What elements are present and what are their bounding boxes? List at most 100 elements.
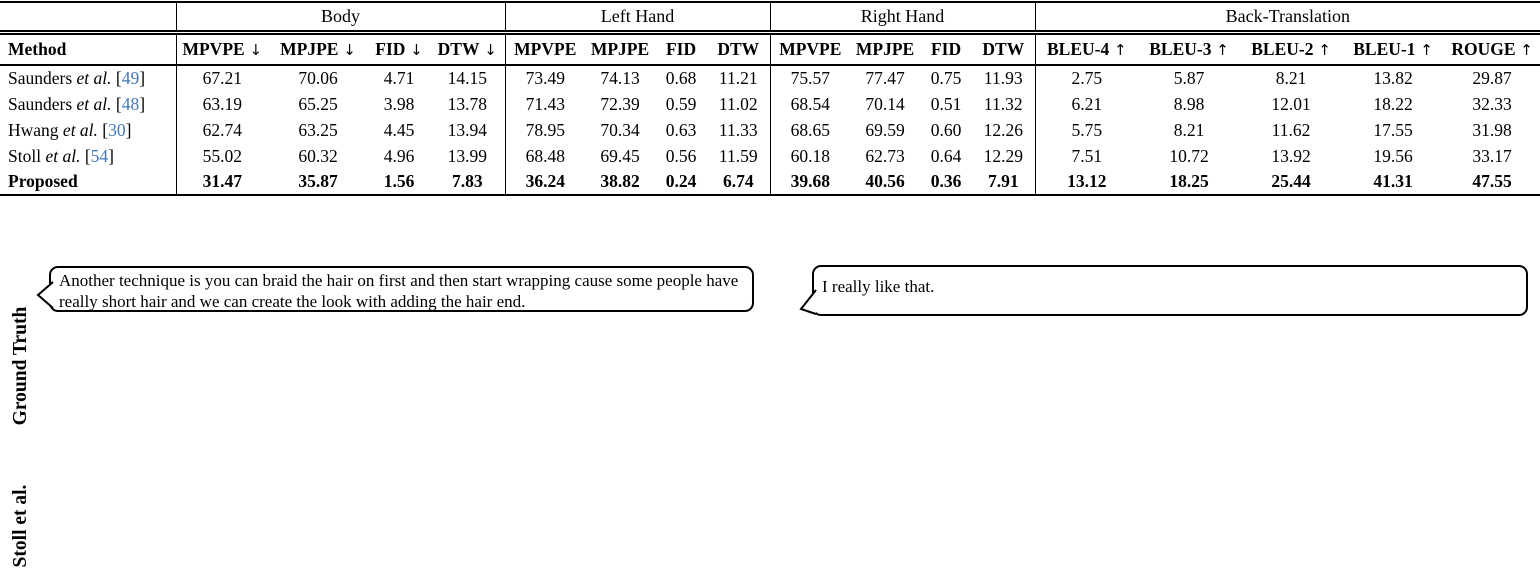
metric-value: 3.98 (383, 93, 415, 114)
metric-value: 78.95 (525, 119, 565, 140)
metric-value: 19.56 (1373, 145, 1413, 166)
up-arrow-icon: ↑ (1109, 40, 1127, 59)
metric-value: 11.21 (707, 65, 771, 91)
metric-value: 0.68 (665, 68, 697, 88)
metric-value: 33.17 (1472, 145, 1512, 166)
column-header: FID (920, 32, 973, 66)
metric-value: 36.24 (505, 169, 586, 196)
metric-value: 5.75 (1071, 119, 1103, 140)
et-al-text: et al. (58, 119, 98, 140)
metric-value: 18.25 (1138, 169, 1241, 196)
metric-value: 0.56 (665, 145, 697, 166)
metric-value: 0.63 (665, 119, 697, 140)
metric-value: 70.14 (865, 93, 905, 114)
column-header: FID ↓ (368, 32, 430, 66)
metric-value: 47.55 (1444, 169, 1540, 196)
metric-value: 4.71 (383, 68, 415, 88)
metric-value: 29.87 (1472, 68, 1512, 88)
metric-value: 13.12 (1035, 169, 1139, 196)
column-header: MPVPE ↓ (176, 32, 268, 66)
metric-value: 13.92 (1271, 145, 1311, 166)
up-arrow-icon: ↑ (1415, 40, 1433, 59)
metric-value: 55.02 (202, 145, 242, 166)
column-header: FID (655, 32, 708, 66)
metric-value: 7.91 (972, 169, 1036, 196)
metric-value: 13.99 (430, 143, 506, 169)
metric-value: 69.59 (865, 119, 905, 140)
metric-value: 11.59 (707, 143, 771, 169)
metric-value: 70.34 (600, 119, 640, 140)
metric-value: 2.75 (1071, 68, 1103, 88)
metric-value: 63.19 (202, 93, 242, 114)
metric-value: 8.21 (1275, 68, 1307, 88)
metric-value: 11.62 (1271, 119, 1311, 140)
metric-value: 32.33 (1472, 93, 1512, 114)
metric-value: 6.74 (707, 169, 771, 196)
metric-value: 68.48 (525, 145, 565, 166)
citation-link[interactable]: 48 (121, 93, 140, 114)
group-header: Back-Translation (1035, 1, 1540, 35)
metric-value: 77.47 (865, 68, 905, 88)
metric-value: 0.75 (930, 68, 962, 88)
et-al-text: et al. (72, 68, 112, 88)
metric-value: 0.51 (930, 93, 962, 114)
group-header: Body (176, 1, 506, 35)
metric-value: 31.98 (1472, 119, 1512, 140)
metric-value: 39.68 (770, 169, 851, 196)
metric-value: 14.15 (430, 65, 506, 91)
metric-value: 4.45 (383, 119, 415, 140)
metric-value: 0.36 (920, 169, 973, 196)
group-header: Right Hand (770, 1, 1036, 35)
method-name: Saunders et al. [48] (0, 91, 177, 117)
metric-value: 69.45 (600, 145, 640, 166)
et-al-text: et al. (72, 93, 112, 114)
metric-value: 73.49 (525, 68, 565, 88)
metric-value: 7.83 (430, 169, 506, 196)
table-row: Saunders et al. [49] 67.21 70.06 4.71 14.15 7… (0, 65, 1540, 91)
down-arrow-icon: ↓ (479, 40, 497, 59)
row-label-stoll-et-al: Stoll et al. (10, 484, 31, 568)
method-name: Hwang et al. [30] (0, 117, 177, 143)
citation-link[interactable]: 49 (121, 68, 140, 88)
group-header-spacer (0, 1, 177, 35)
metric-value: 41.31 (1342, 169, 1445, 196)
table-row: Hwang et al. [30] 62.74 63.25 4.45 13.94 78.9… (0, 117, 1540, 143)
metric-value: 4.96 (383, 145, 415, 166)
metric-value: 75.57 (790, 68, 830, 88)
metric-value: 70.06 (298, 68, 338, 88)
metric-value: 13.94 (430, 117, 506, 143)
metric-value: 11.02 (707, 91, 771, 117)
metric-value: 31.47 (176, 169, 268, 196)
speech-bubble-stoll: I really like that. (799, 265, 1528, 316)
metric-value: 6.21 (1071, 93, 1103, 114)
method-name: Stoll et al. [54] (0, 143, 177, 169)
metric-value: 12.01 (1271, 93, 1311, 114)
metric-value: 0.24 (655, 169, 708, 196)
metric-value: 8.21 (1173, 119, 1205, 140)
metric-value: 0.59 (665, 93, 697, 114)
metric-value: 11.33 (707, 117, 771, 143)
table-row: Stoll et al. [54] 55.02 60.32 4.96 13.99 68.4… (0, 143, 1540, 169)
down-arrow-icon: ↓ (405, 40, 423, 59)
metric-value: 18.22 (1373, 93, 1413, 114)
speech-bubble-ground-truth: Another technique is you can braid the h… (36, 266, 754, 312)
down-arrow-icon: ↓ (338, 40, 356, 59)
column-header: BLEU-4 ↑ (1035, 32, 1139, 66)
citation-link[interactable]: 30 (108, 119, 126, 140)
column-header: MPVPE (505, 32, 586, 66)
results-table: Body Left Hand Right Hand Back-Translation … (0, 1, 1540, 196)
metric-value: 1.56 (368, 169, 430, 196)
metric-value: 0.64 (930, 145, 962, 166)
metric-value: 11.32 (972, 91, 1036, 117)
metric-value: 74.13 (600, 68, 640, 88)
metric-value: 60.32 (298, 145, 338, 166)
metric-value: 12.29 (972, 143, 1036, 169)
method-name: Saunders et al. [49] (0, 65, 177, 91)
metric-value: 62.74 (202, 119, 242, 140)
down-arrow-icon: ↓ (244, 40, 263, 59)
column-header-row: Method MPVPE ↓ MPJPE ↓ FID ↓ DTW ↓ MPVPE MPJPE… (0, 32, 1540, 66)
citation-link[interactable]: 54 (90, 145, 109, 166)
metric-value: 68.65 (790, 119, 830, 140)
metric-value: 17.55 (1373, 119, 1413, 140)
